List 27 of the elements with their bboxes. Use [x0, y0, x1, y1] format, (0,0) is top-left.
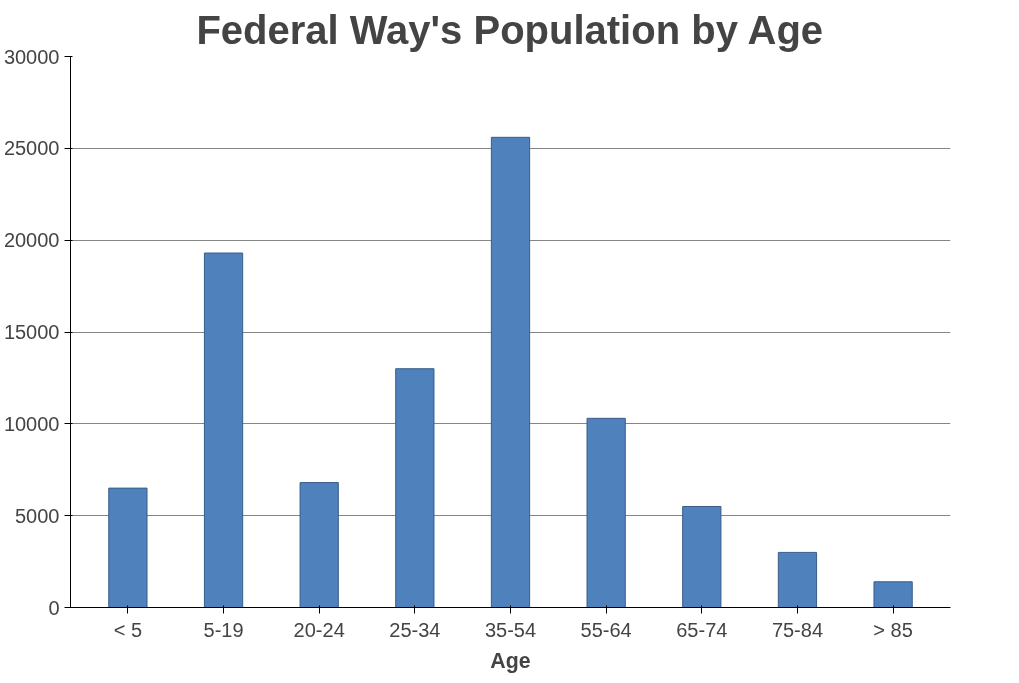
x-tick-label: 25-34 [389, 618, 441, 641]
chart-title: Federal Way's Population by Age [196, 7, 824, 52]
y-tick-label: 20000 [3, 229, 60, 252]
bar [682, 505, 722, 608]
bar [108, 487, 148, 608]
y-tick-label: 10000 [3, 412, 60, 435]
bar [395, 368, 435, 608]
x-axis-title: Age [490, 648, 531, 673]
bar [490, 136, 531, 608]
x-tick-label: 35-54 [484, 618, 537, 641]
y-tick-label: 0 [48, 596, 60, 619]
y-tick-label: 15000 [3, 321, 60, 343]
y-tick-label: 5000 [15, 504, 60, 527]
bar [873, 581, 913, 608]
bar [777, 551, 818, 608]
y-tick-label: 30000 [3, 45, 60, 68]
x-tick-label: < 5 [113, 618, 143, 641]
bar [586, 417, 626, 608]
x-tick-label: 5-19 [203, 618, 244, 641]
x-tick-label: 55-64 [580, 618, 632, 641]
bar [299, 482, 339, 608]
x-tick-label: 75-84 [771, 618, 824, 641]
x-tick-label: > 85 [873, 618, 913, 641]
x-tick-label: 65-74 [676, 618, 728, 641]
bar [203, 252, 244, 608]
x-tick-label: 20-24 [293, 618, 345, 641]
y-tick-label: 25000 [3, 137, 60, 160]
